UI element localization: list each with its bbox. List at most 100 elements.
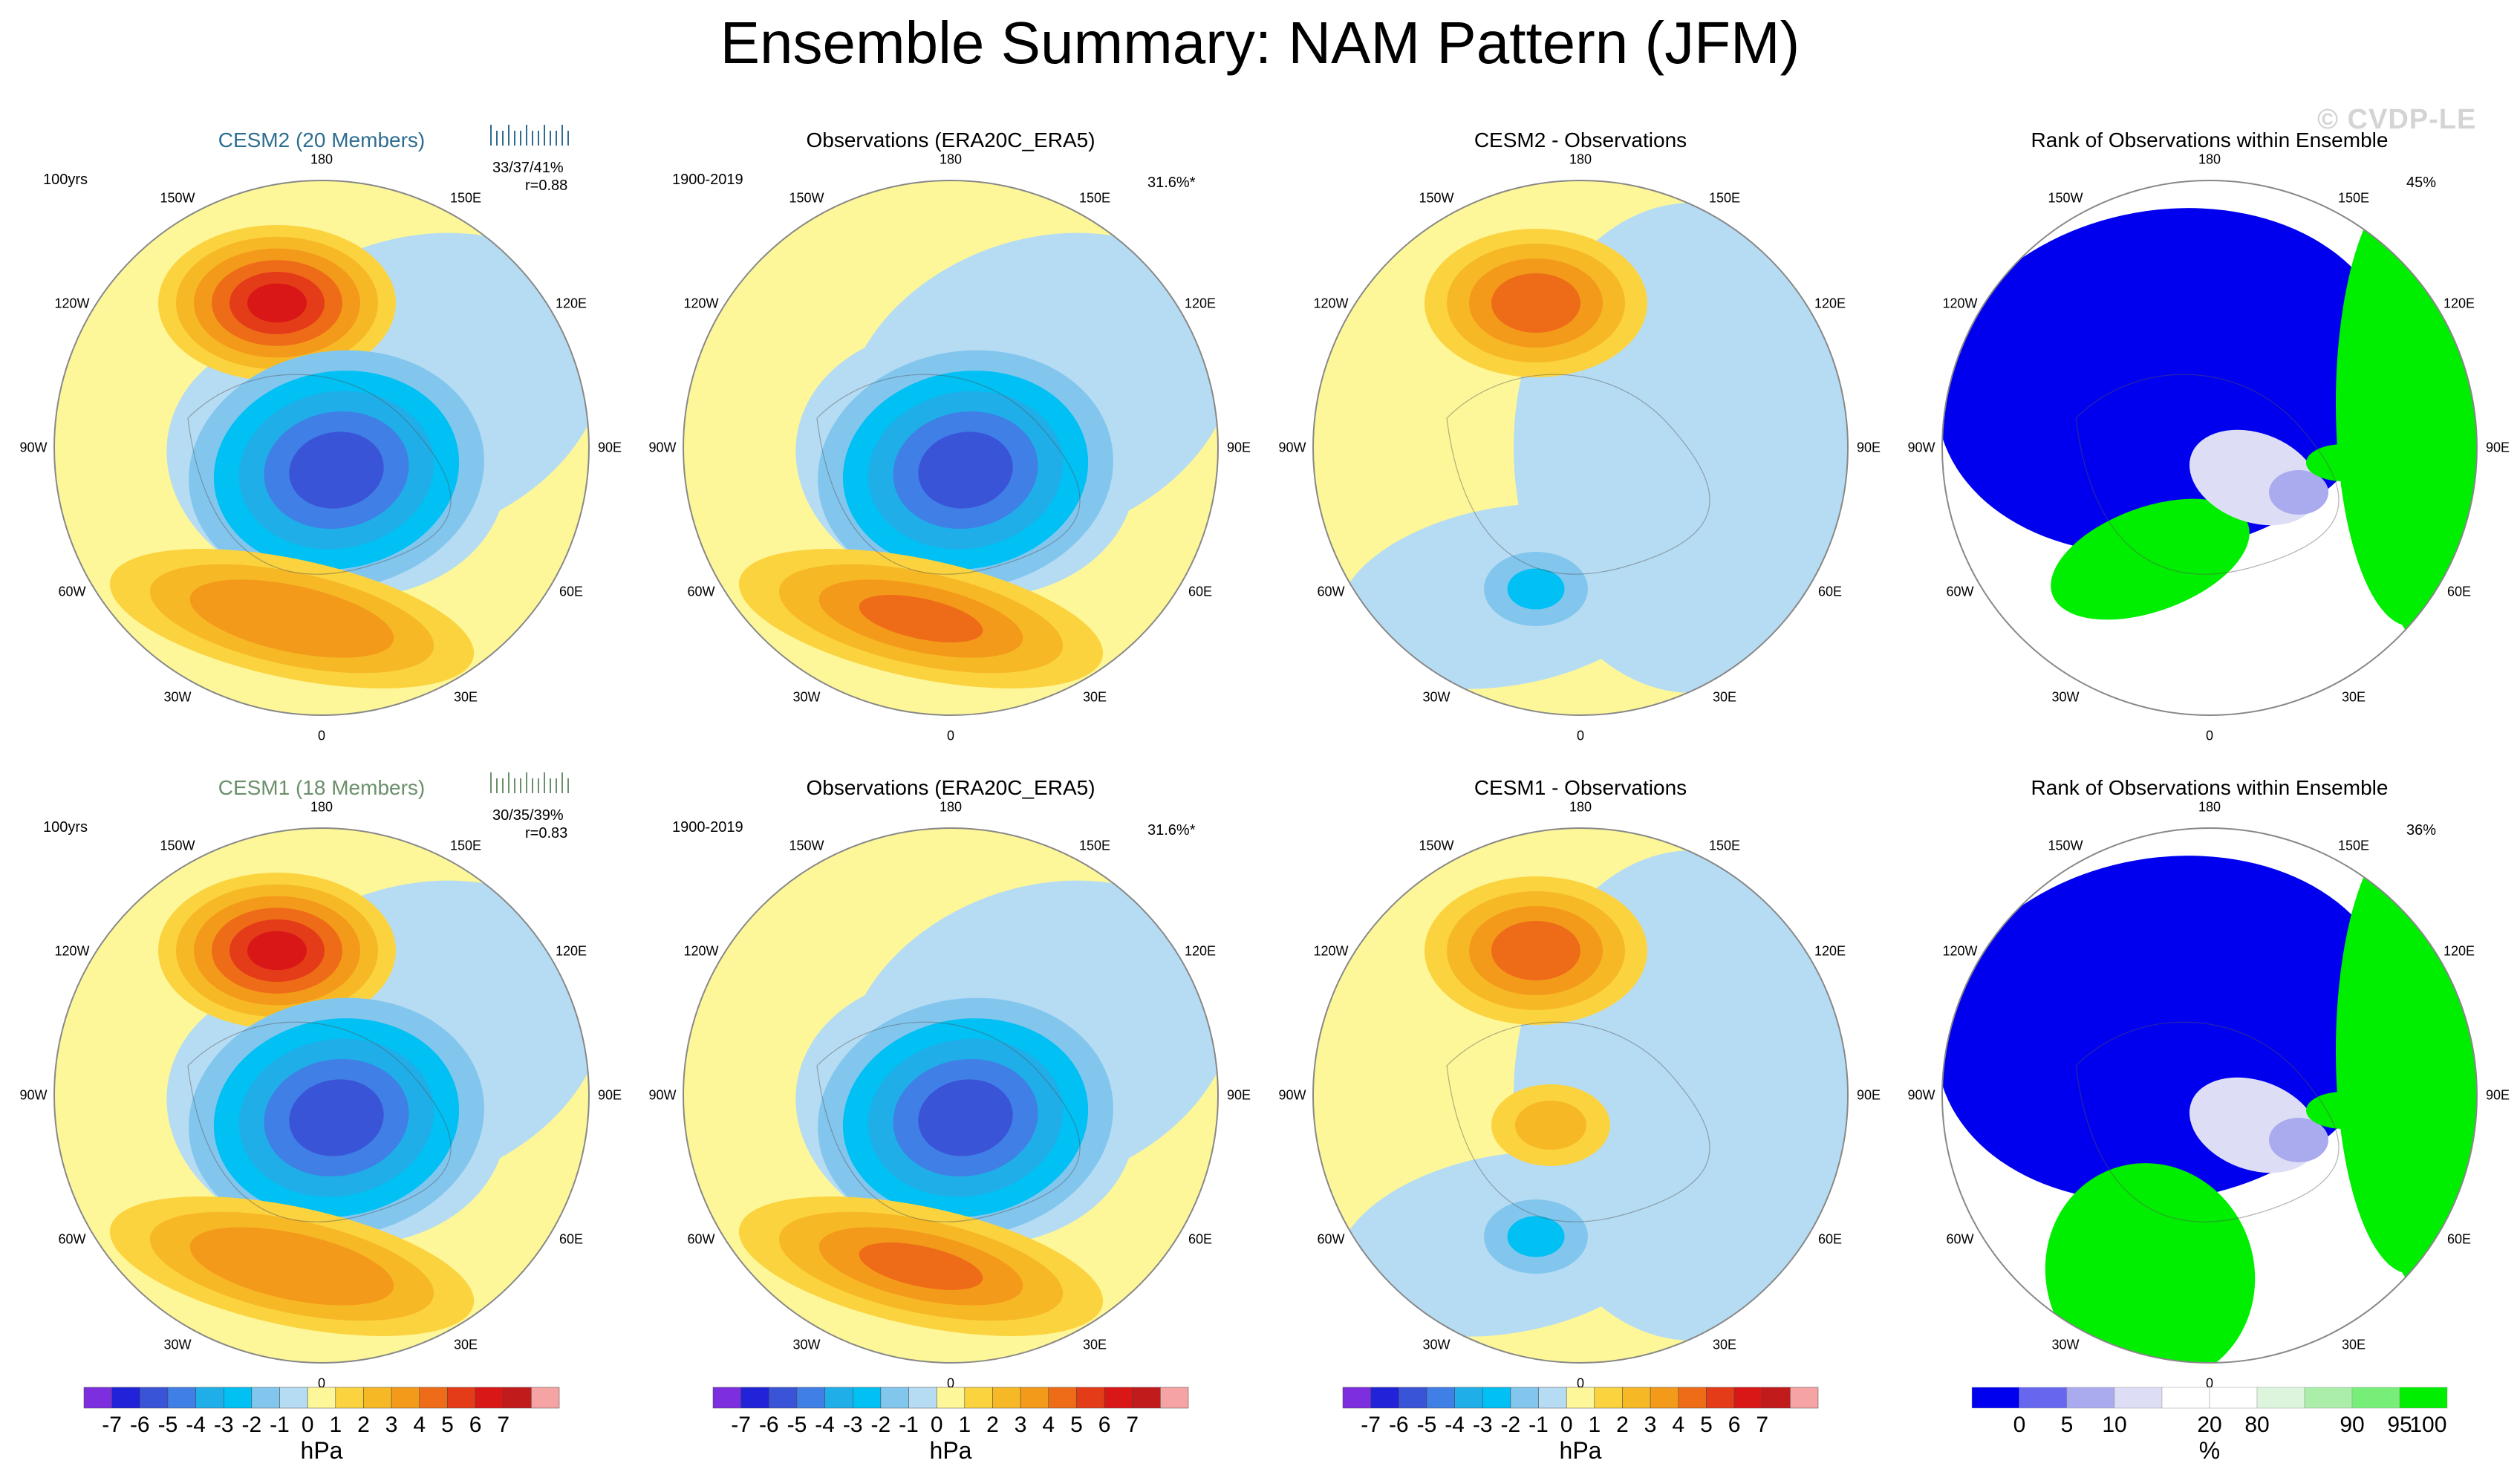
colorbar-tick-label: 1 xyxy=(1588,1413,1601,1437)
obs-years-label: 1900-2019 xyxy=(672,819,743,836)
longitude-label: 60E xyxy=(1818,1231,1843,1247)
longitude-label: 30W xyxy=(163,689,192,705)
rank-panel-title: Rank of Observations within Ensemble xyxy=(2031,776,2389,799)
longitude-label: 60W xyxy=(1317,1231,1345,1247)
colorbar-tick-label: 6 xyxy=(1728,1413,1741,1437)
longitude-label: 0 xyxy=(2205,728,2214,743)
longitude-label: 150W xyxy=(160,190,195,206)
colorbar-unit: hPa xyxy=(301,1437,343,1464)
longitude-label: 120E xyxy=(1184,943,1217,959)
colorbar-tick-label: -5 xyxy=(1417,1413,1437,1437)
longitude-label: 150W xyxy=(1419,838,1454,853)
longitude-label: 60E xyxy=(559,1231,584,1247)
longitude-label: 60W xyxy=(1946,1231,1974,1247)
diff-panel-title: CESM2 - Observations xyxy=(1474,128,1687,152)
longitude-label: 30W xyxy=(792,1337,821,1352)
colorbar-tick-label: 4 xyxy=(1672,1413,1684,1437)
longitude-label: 180 xyxy=(2198,799,2221,815)
model-map-row-1 xyxy=(53,180,590,716)
colorbar-tick-label: 7 xyxy=(1756,1413,1768,1437)
colorbar-tick-label: 1 xyxy=(329,1413,342,1437)
longitude-label: 30W xyxy=(1422,689,1451,705)
colorbar-tick-label: -3 xyxy=(1473,1413,1493,1437)
model-explained-variance: 30/35/39% xyxy=(492,807,564,824)
hpa-colorbar: -7 -6 -5 -4 -3 -2 -1 0 1 2 3 4 5 6 7 hPa xyxy=(712,1387,1189,1464)
longitude-label: 90E xyxy=(597,1087,622,1103)
longitude-label: 120E xyxy=(1184,296,1217,311)
longitude-label: 90E xyxy=(2485,440,2510,455)
colorbar-tick-label: 4 xyxy=(1042,1413,1055,1437)
rank-colorbar-tick-label: 100 xyxy=(2409,1413,2446,1437)
longitude-label: 90W xyxy=(1278,440,1306,455)
longitude-label: 90W xyxy=(19,440,48,455)
rank-panel-title: Rank of Observations within Ensemble xyxy=(2031,128,2389,152)
colorbar-tick-label: -5 xyxy=(787,1413,807,1437)
longitude-label: 120E xyxy=(1814,296,1846,311)
colorbar-tick-label: 2 xyxy=(986,1413,999,1437)
colorbar-tick-label: 7 xyxy=(497,1413,509,1437)
rank-percent-label: 45% xyxy=(2406,175,2437,191)
longitude-label: 90E xyxy=(1856,440,1881,455)
watermark: © CVDP-LE xyxy=(2317,104,2477,135)
model-explained-variance: 33/37/41% xyxy=(492,160,564,176)
colorbar-tick-label: 2 xyxy=(1616,1413,1629,1437)
longitude-label: 150E xyxy=(1078,190,1111,206)
longitude-label: 30E xyxy=(1712,1337,1737,1352)
longitude-label: 30E xyxy=(453,689,478,705)
member-distribution-rug xyxy=(490,125,569,146)
rank-colorbar-tick-label: 10 xyxy=(2102,1413,2126,1437)
longitude-label: 90W xyxy=(1278,1087,1306,1103)
rank-map-row-1 xyxy=(1941,180,2478,716)
longitude-label: 60E xyxy=(1188,584,1213,599)
longitude-label: 0 xyxy=(946,728,955,743)
obs-panel-title: Observations (ERA20C_ERA5) xyxy=(806,776,1095,799)
colorbar-tick-label: -1 xyxy=(1528,1413,1549,1437)
obs-map-row-1 xyxy=(683,180,1219,716)
longitude-label: 30W xyxy=(1422,1337,1451,1352)
longitude-label: 60E xyxy=(1818,584,1843,599)
longitude-label: 150W xyxy=(2048,190,2083,206)
longitude-label: 30E xyxy=(453,1337,478,1352)
longitude-label: 150E xyxy=(1708,190,1741,206)
model-panel-title: CESM1 (18 Members) xyxy=(218,776,426,799)
longitude-label: 180 xyxy=(2198,152,2221,167)
longitude-label: 150E xyxy=(1078,838,1111,853)
longitude-label: 150E xyxy=(2337,190,2370,206)
longitude-label: 0 xyxy=(317,728,326,743)
longitude-label: 30E xyxy=(1712,689,1737,705)
longitude-label: 60W xyxy=(687,1231,715,1247)
model-map-row-2 xyxy=(53,827,590,1364)
longitude-label: 120E xyxy=(555,296,587,311)
colorbar-tick-label: -7 xyxy=(1361,1413,1381,1437)
colorbar-tick-label: -7 xyxy=(102,1413,122,1437)
longitude-label: 0 xyxy=(946,1375,955,1391)
member-distribution-rug xyxy=(490,772,569,793)
colorbar-tick-label: 6 xyxy=(1098,1413,1111,1437)
longitude-label: 30W xyxy=(2051,689,2080,705)
colorbar-tick-label: 0 xyxy=(931,1413,943,1437)
colorbar-tick-label: -2 xyxy=(1501,1413,1521,1437)
longitude-label: 30E xyxy=(2341,689,2366,705)
obs-percent-label: 31.6%* xyxy=(1147,822,1196,838)
diff-panel-title: CESM1 - Observations xyxy=(1474,776,1687,799)
longitude-label: 150E xyxy=(449,190,482,206)
longitude-label: 180 xyxy=(310,799,333,815)
colorbar-tick-label: 3 xyxy=(385,1413,398,1437)
longitude-label: 150W xyxy=(789,190,824,206)
longitude-label: 150W xyxy=(160,838,195,853)
colorbar-tick-label: -3 xyxy=(843,1413,863,1437)
longitude-label: 0 xyxy=(317,1375,326,1391)
rank-colorbar-tick-label: 80 xyxy=(2244,1413,2269,1437)
diff-map-row-1 xyxy=(1312,180,1849,716)
colorbar-tick-label: 1 xyxy=(958,1413,971,1437)
colorbar-tick-label: -4 xyxy=(815,1413,835,1437)
longitude-label: 60W xyxy=(1946,584,1974,599)
longitude-label: 90E xyxy=(597,440,622,455)
rank-colorbar-tick-label: 95 xyxy=(2387,1413,2412,1437)
colorbar-tick-label: 5 xyxy=(441,1413,454,1437)
hpa-colorbar: -7 -6 -5 -4 -3 -2 -1 0 1 2 3 4 5 6 7 hPa xyxy=(83,1387,560,1464)
longitude-label: 150E xyxy=(2337,838,2370,853)
colorbar-tick-label: 3 xyxy=(1015,1413,1027,1437)
longitude-label: 120E xyxy=(2443,296,2475,311)
longitude-label: 60W xyxy=(58,1231,86,1247)
